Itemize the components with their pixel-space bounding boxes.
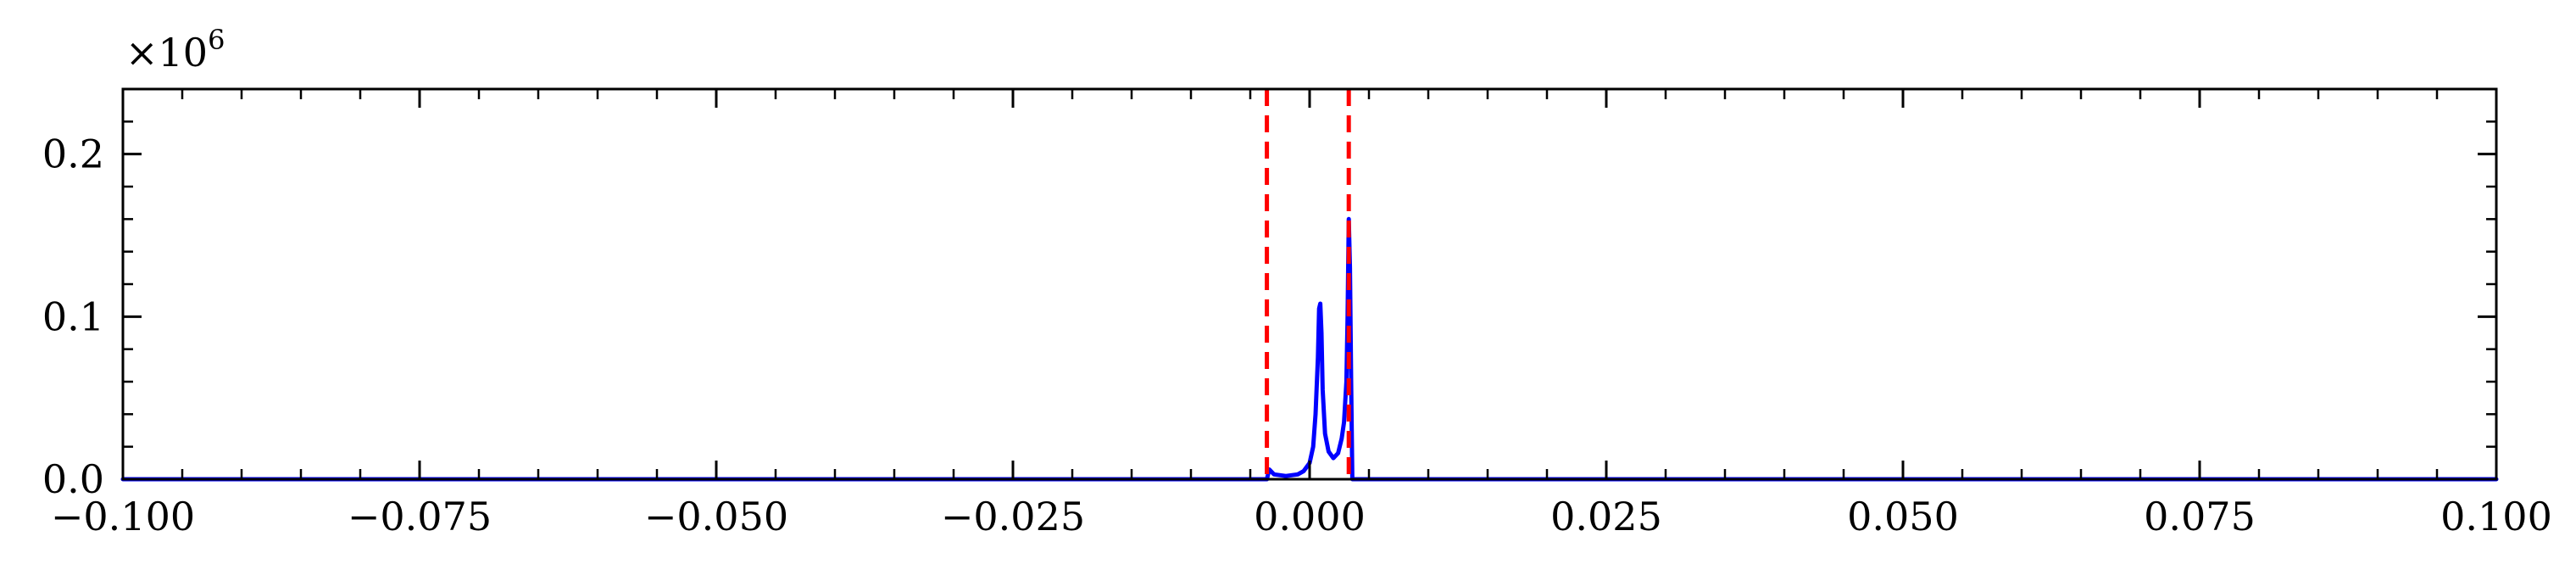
x-tick-label: 0.000 bbox=[1254, 494, 1366, 539]
y-multiplier-base: ×10 bbox=[125, 30, 208, 75]
x-tick-label: 0.050 bbox=[1847, 494, 1959, 539]
y-multiplier-exponent: 6 bbox=[208, 24, 225, 56]
y-tick-label: 0.1 bbox=[42, 293, 104, 339]
y-tick-label: 0.2 bbox=[42, 131, 104, 177]
data-layer bbox=[120, 89, 2499, 482]
y-multiplier: ×106 bbox=[125, 24, 225, 75]
plot-frame bbox=[121, 87, 2498, 481]
x-tick-label: 0.075 bbox=[2144, 494, 2256, 539]
x-tick-label: −0.075 bbox=[348, 494, 492, 539]
plot-area bbox=[123, 89, 2496, 479]
series-line-0 bbox=[120, 216, 2499, 482]
x-tick-label: 0.100 bbox=[2440, 494, 2552, 539]
x-tick-label: −0.100 bbox=[51, 494, 195, 539]
x-tick-label: −0.050 bbox=[644, 494, 788, 539]
tick-layer: −0.100 −0.075 −0.050 −0.025 0.000 0.025 0.050 0… bbox=[42, 87, 2552, 539]
y-tick-label: 0.0 bbox=[42, 456, 104, 502]
x-tick-label: −0.025 bbox=[941, 494, 1085, 539]
x-tick-label: 0.025 bbox=[1550, 494, 1662, 539]
